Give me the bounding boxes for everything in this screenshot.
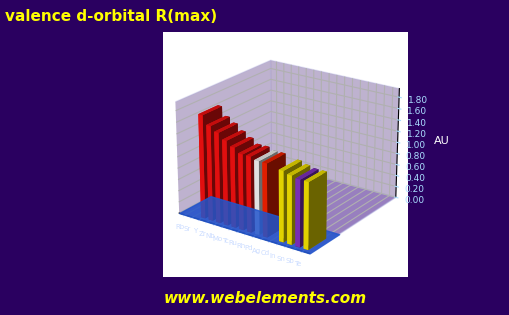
Text: valence d-orbital R(max): valence d-orbital R(max): [5, 9, 217, 25]
Text: www.webelements.com: www.webelements.com: [163, 290, 366, 306]
